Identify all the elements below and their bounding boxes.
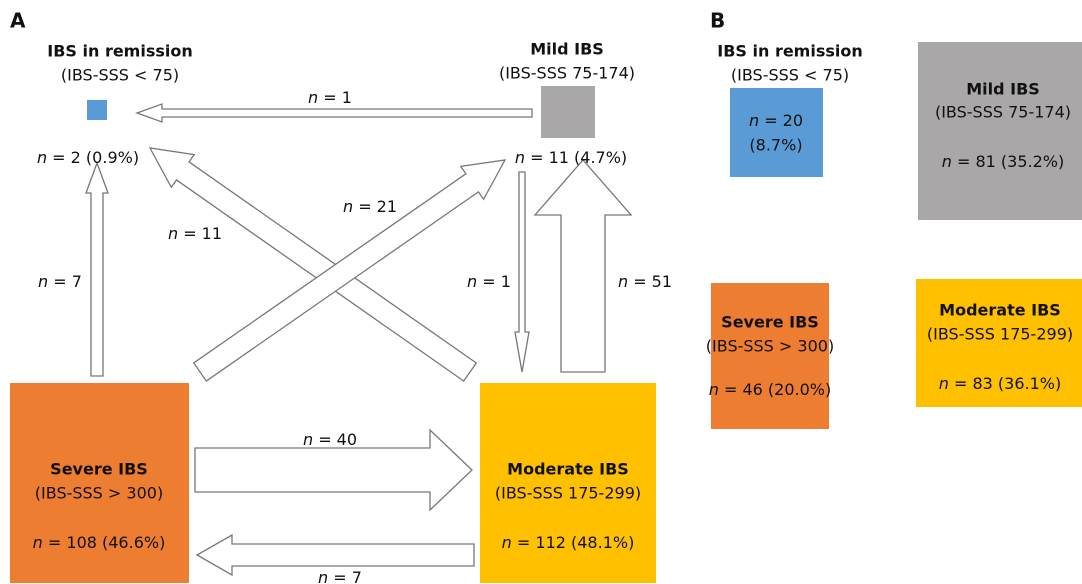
- node-title: Moderate IBS: [939, 301, 1061, 320]
- arrow: [85, 161, 109, 377]
- node-box: [916, 279, 1082, 407]
- node-subtitle: (IBS-SSS < 75): [61, 66, 179, 85]
- node-subtitle: (IBS-SSS > 300): [35, 484, 163, 503]
- node-count: n = 46 (20.0%): [709, 380, 831, 399]
- edge-label: n = 7: [38, 272, 82, 291]
- edge-label: n = 51: [618, 272, 672, 291]
- node-count: n = 112 (48.1%): [502, 533, 635, 552]
- arrow: [195, 533, 475, 577]
- node-percent: (8.7%): [749, 136, 802, 155]
- node-box: [480, 383, 656, 583]
- arrow: [192, 159, 507, 382]
- node-title: IBS in remission: [717, 42, 863, 61]
- node-box: [541, 86, 595, 138]
- node-title: Mild IBS: [966, 80, 1040, 99]
- node-count: n = 83 (36.1%): [939, 374, 1061, 393]
- node-box: [10, 383, 189, 583]
- arrow: [135, 103, 533, 123]
- node-box: [918, 42, 1082, 220]
- arrow: [194, 428, 473, 512]
- edge-label: n = 21: [343, 197, 397, 216]
- node-count: n = 11 (4.7%): [515, 148, 627, 167]
- node-subtitle: (IBS-SSS 175-299): [495, 484, 641, 503]
- node-count: n = 108 (46.6%): [33, 533, 166, 552]
- arrows: [85, 103, 633, 577]
- node-subtitle: (IBS-SSS < 75): [731, 66, 849, 85]
- node-subtitle: (IBS-SSS 75-174): [499, 64, 635, 83]
- panel-label: A: [10, 9, 26, 33]
- node-count: n = 2 (0.9%): [37, 148, 139, 167]
- edge-label: n = 1: [467, 272, 511, 291]
- panel-label: B: [710, 9, 725, 33]
- arrow: [514, 171, 530, 373]
- node-subtitle: (IBS-SSS 175-299): [927, 325, 1073, 344]
- arrow: [533, 159, 633, 373]
- node-title: Mild IBS: [530, 40, 604, 59]
- node-title: Moderate IBS: [507, 460, 629, 479]
- node-title: IBS in remission: [47, 42, 193, 61]
- node-count: n = 20: [749, 111, 803, 130]
- node-box: [711, 283, 829, 429]
- edge-label: n = 40: [303, 430, 357, 449]
- node-subtitle: (IBS-SSS > 300): [706, 337, 834, 356]
- edge-label: n = 7: [318, 568, 362, 584]
- node-count: n = 81 (35.2%): [942, 152, 1064, 171]
- node-title: Severe IBS: [721, 313, 819, 332]
- node-subtitle: (IBS-SSS 75-174): [935, 103, 1071, 122]
- node-title: Severe IBS: [50, 460, 148, 479]
- edge-label: n = 11: [168, 224, 222, 243]
- arrow: [148, 147, 478, 382]
- edge-label: n = 1: [308, 88, 352, 107]
- node-box: [87, 100, 107, 120]
- node-box: [730, 88, 823, 177]
